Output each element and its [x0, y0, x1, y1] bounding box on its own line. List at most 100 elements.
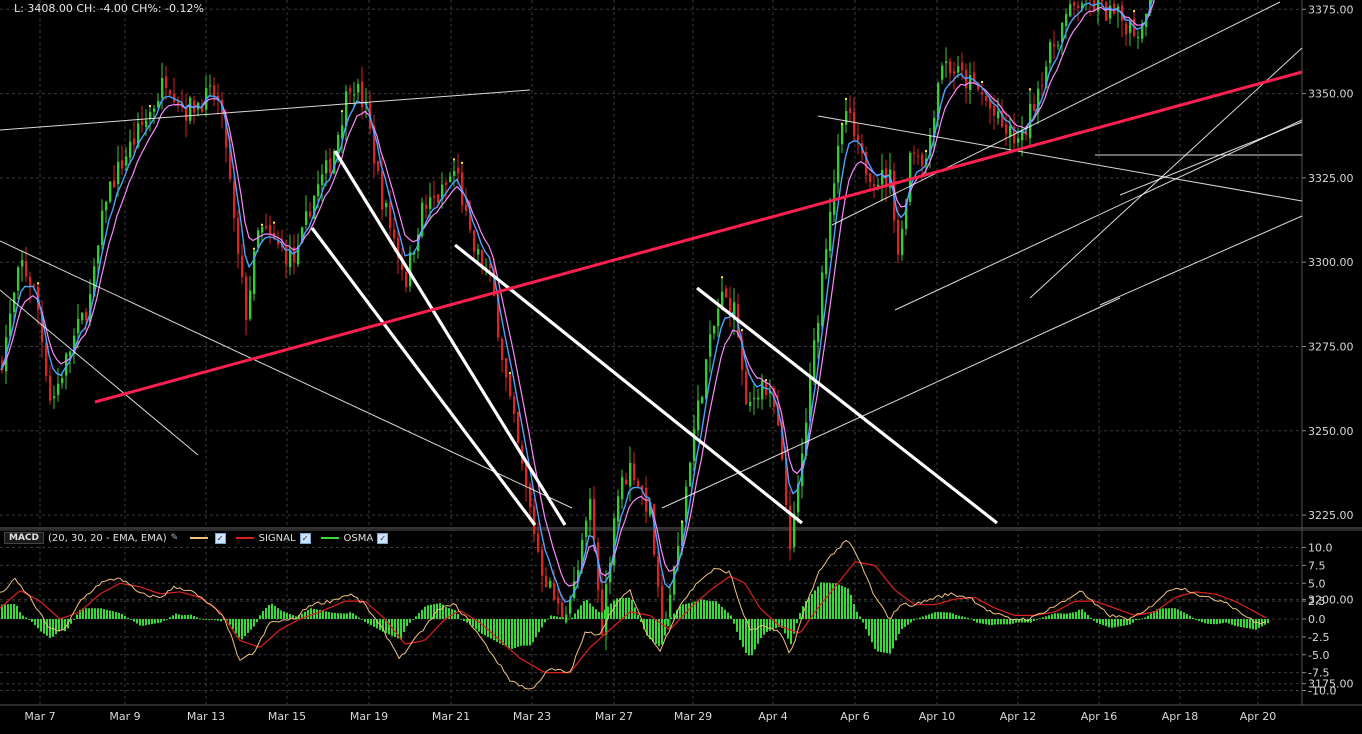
osma-bar	[310, 608, 312, 619]
osma-bar	[199, 619, 201, 620]
osma-bar	[1120, 619, 1122, 626]
osma-bar	[604, 610, 606, 619]
osma-bar	[853, 604, 855, 619]
osma-bar	[211, 619, 213, 620]
candle-body	[589, 499, 591, 520]
osma-bar	[427, 605, 429, 619]
osma-bar	[841, 586, 843, 619]
macd-legend: MACD (20, 30, 20 - EMA, EMA) ✎ ✓ SIGNAL …	[4, 531, 388, 545]
candle-body	[505, 358, 507, 377]
candle-body	[97, 245, 99, 263]
osma-bar	[439, 603, 441, 619]
candle-body	[913, 153, 915, 154]
osma-bar	[571, 618, 573, 619]
osma-swatch	[321, 537, 339, 539]
candle-body	[433, 196, 435, 198]
osma-bar	[1177, 609, 1179, 619]
osma-bar	[307, 610, 309, 619]
candle-body	[117, 162, 119, 184]
candle-body	[425, 205, 427, 209]
osma-bar	[934, 612, 936, 619]
osma-bar	[202, 619, 204, 620]
osma-bar	[1063, 614, 1065, 619]
candle-body	[353, 95, 355, 96]
candle-marker	[273, 222, 275, 224]
osma-bar	[1219, 619, 1221, 624]
x-tick-label: Apr 20	[1240, 710, 1277, 723]
candle-body	[637, 481, 639, 487]
osma-bar	[337, 613, 339, 619]
candle-body	[957, 66, 959, 72]
candle-body	[1053, 44, 1055, 46]
osma-bar	[838, 585, 840, 619]
candle-body	[329, 159, 331, 174]
osma-bar	[742, 619, 744, 647]
candle-body	[553, 583, 555, 600]
osma-bar	[118, 613, 120, 619]
price-tick-label: 3250.00	[1308, 425, 1354, 438]
osma-bar	[1030, 619, 1032, 623]
osma-bar	[667, 619, 669, 626]
osma-bar	[13, 604, 15, 619]
candle-body	[325, 160, 327, 173]
osma-bar	[208, 619, 210, 620]
osma-bar	[148, 619, 150, 625]
candle-body	[349, 88, 351, 92]
osma-bar	[121, 614, 123, 619]
osma-bar	[559, 617, 561, 619]
osma-bar	[706, 600, 708, 619]
osma-bar	[109, 611, 111, 619]
macd-tick-label: 5.0	[1308, 577, 1326, 590]
osma-bar	[1168, 608, 1170, 619]
candle-body	[477, 249, 479, 254]
osma-bar	[517, 619, 519, 647]
candle-body	[657, 557, 659, 587]
osma-bar	[1201, 619, 1203, 622]
osma-bar	[997, 619, 999, 624]
candle-body	[1005, 124, 1007, 134]
osma-bar	[970, 619, 972, 620]
candle-body	[245, 276, 247, 320]
osma-bar	[1090, 618, 1092, 619]
candle-body	[753, 398, 755, 399]
candle-body	[1073, 2, 1075, 5]
candle-body	[881, 170, 883, 185]
candle-body	[57, 384, 59, 395]
osma-bar	[1183, 612, 1185, 619]
candle-body	[921, 154, 923, 166]
osma-bar	[709, 601, 711, 619]
osma-bar	[169, 617, 171, 619]
candle-body	[29, 277, 31, 287]
osma-bar	[1057, 613, 1059, 619]
candle-body	[25, 261, 27, 276]
candle-marker	[981, 81, 983, 83]
osma-bar	[904, 619, 906, 627]
osma-bar	[490, 619, 492, 639]
x-tick-label: Mar 7	[24, 710, 55, 723]
osma-visible-checkbox[interactable]: ✓	[377, 533, 388, 544]
osma-bar	[946, 612, 948, 619]
osma-bar	[1180, 611, 1182, 619]
osma-bar	[457, 614, 459, 619]
candle-body	[105, 202, 107, 211]
edit-indicator-icon[interactable]: ✎	[171, 534, 180, 543]
candle-marker	[721, 276, 723, 278]
macd-visible-checkbox[interactable]: ✓	[215, 533, 226, 544]
candle-body	[249, 291, 251, 319]
osma-bar	[931, 613, 933, 619]
candle-body	[49, 376, 51, 401]
signal-visible-checkbox[interactable]: ✓	[300, 533, 311, 544]
x-tick-label: Apr 16	[1081, 710, 1118, 723]
osma-bar	[1195, 619, 1197, 620]
macd-indicator-name[interactable]: MACD	[4, 532, 44, 544]
osma-bar	[250, 619, 252, 630]
candle-body	[837, 146, 839, 183]
osma-bar	[925, 615, 927, 619]
osma-bar	[232, 619, 234, 629]
osma-bar	[985, 619, 987, 624]
osma-bar	[463, 619, 465, 621]
osma-bar	[328, 612, 330, 619]
candle-marker	[461, 162, 463, 164]
